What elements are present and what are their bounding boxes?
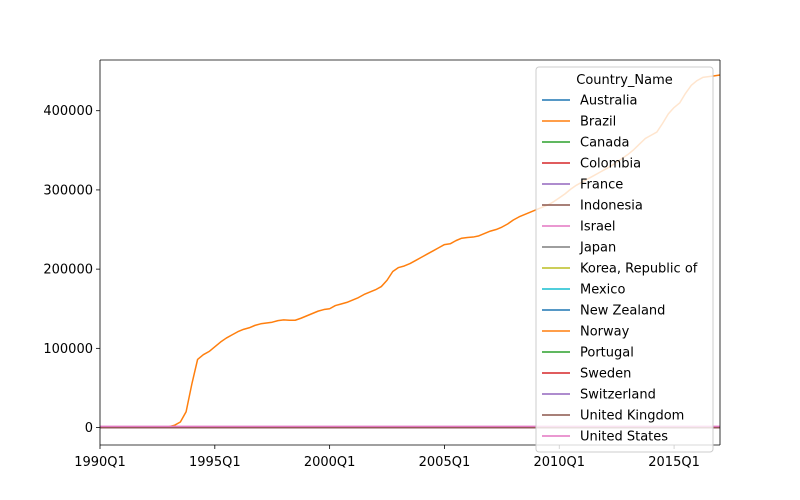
- legend-label: Indonesia: [580, 199, 643, 214]
- legend-label: Australia: [580, 94, 638, 109]
- legend-label: Canada: [580, 136, 629, 151]
- legend-label: Portugal: [580, 346, 634, 361]
- legend-label: Korea, Republic of: [580, 262, 698, 277]
- legend-label: Norway: [580, 325, 630, 340]
- legend-label: United Kingdom: [580, 409, 684, 424]
- y-tick-label: 300000: [43, 183, 93, 198]
- x-tick-label: 1995Q1: [189, 455, 241, 470]
- legend-label: Israel: [580, 220, 616, 235]
- legend: Country_Name Australia Brazil Canada Colombi…: [535, 66, 714, 453]
- legend-title: Country_Name: [576, 73, 673, 88]
- legend-label: Colombia: [580, 157, 641, 172]
- x-tick-label: 2005Q1: [419, 455, 471, 470]
- legend-label: Sweden: [580, 367, 631, 382]
- legend-label: New Zealand: [580, 304, 665, 319]
- x-tick-label: 2015Q1: [648, 455, 700, 470]
- legend-label: France: [580, 178, 623, 193]
- legend-label: United States: [580, 430, 668, 445]
- x-tick-label: 2010Q1: [533, 455, 585, 470]
- legend-label: Japan: [579, 241, 616, 256]
- axes: 0 100000 200000 300000 400000 1990Q1 1995Q1 200…: [43, 59, 721, 470]
- x-tick-label: 1990Q1: [74, 455, 126, 470]
- legend-label: Switzerland: [580, 388, 656, 403]
- y-tick-label: 400000: [43, 104, 93, 119]
- legend-label: Brazil: [580, 115, 616, 130]
- y-tick-label: 100000: [43, 342, 93, 357]
- x-tick-label: 2000Q1: [304, 455, 356, 470]
- y-tick-label: 200000: [43, 263, 93, 278]
- legend-label: Mexico: [580, 283, 625, 298]
- y-tick-label: 0: [85, 421, 93, 436]
- legend-box: [535, 66, 714, 453]
